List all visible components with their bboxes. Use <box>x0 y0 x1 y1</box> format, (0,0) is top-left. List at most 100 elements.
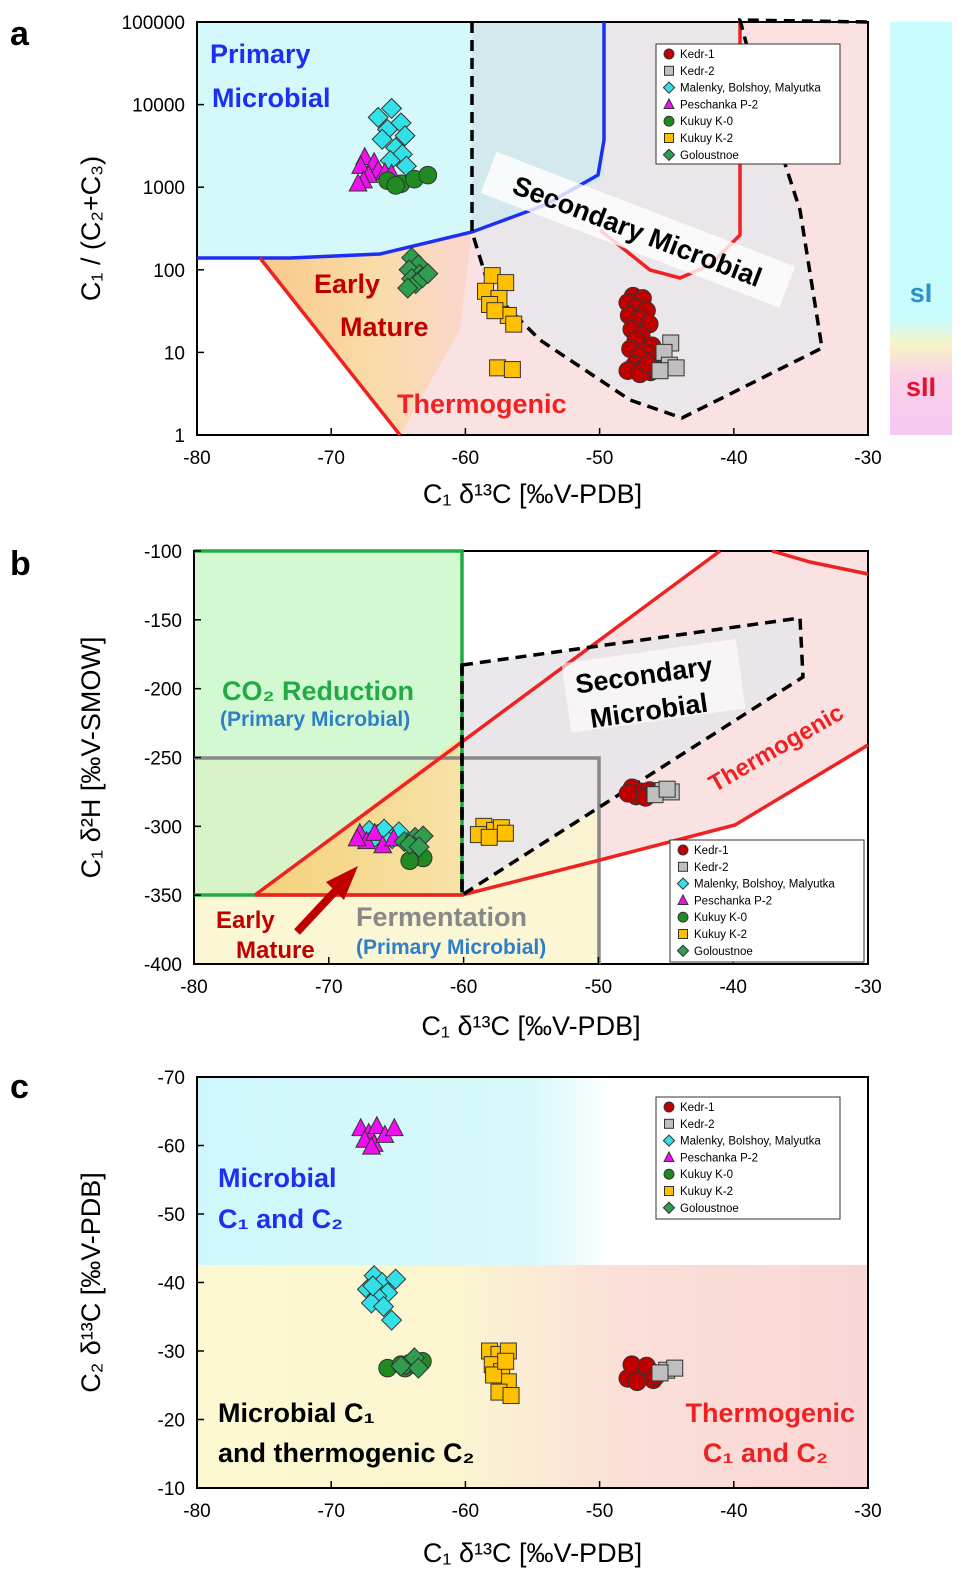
axes-a: -80 -70 -60 -50 -40 -30 1 10 100 1000 10000 100000 C… <box>76 13 882 509</box>
legend-label: Kukuy K-0 <box>680 116 733 128</box>
legend-marker <box>677 911 689 923</box>
y-tick-label: -40 <box>158 1274 185 1295</box>
data-point <box>667 359 685 377</box>
plot-frame-a <box>196 21 869 436</box>
y-tick-label: -150 <box>144 611 182 632</box>
data-point <box>380 97 403 120</box>
legend-marker <box>678 929 688 939</box>
legend-label: Malenky, Bolshoy, Malyutka <box>680 1136 821 1148</box>
data-point <box>480 828 498 846</box>
legend-label: Malenky, Bolshoy, Malyutka <box>680 83 821 95</box>
data-point <box>397 277 419 299</box>
x-tick-label: -40 <box>720 1501 747 1522</box>
data-point <box>365 822 385 841</box>
legend-marker <box>662 1134 676 1147</box>
panel-b: b CO₂ Reduction (Primary Microbial) Seco… <box>10 542 882 1041</box>
data-point <box>485 1366 503 1384</box>
x-axis-label: C₁ δ¹³C [‰V-PDB] <box>423 479 642 509</box>
fermentation-label: Fermentation <box>356 902 527 932</box>
y-tick-label: -350 <box>144 886 182 907</box>
panel-c: c Microbial C₁ and C₂ Microbial C₁ and t… <box>10 1068 882 1568</box>
points-a <box>348 97 685 384</box>
early-mature-arrow <box>294 866 358 935</box>
data-point <box>367 106 389 129</box>
points-c <box>351 1115 684 1405</box>
y-axis-label: C₁ / (C₂+C₃) <box>76 156 106 301</box>
data-point <box>351 155 371 174</box>
legend-marker <box>678 861 688 872</box>
legend-label: Goloustnoe <box>680 1203 739 1215</box>
legend-marker <box>662 148 676 162</box>
secondary-label-b-group: Secondary Microbial <box>561 639 746 734</box>
fermentation-boundary-b <box>194 756 601 964</box>
y-tick-label: -70 <box>158 1068 185 1089</box>
thermogenic-boundary-b1 <box>253 549 722 897</box>
mixed-label-c2: and thermogenic C₂ <box>218 1438 475 1468</box>
x-tick-label: -40 <box>719 977 746 998</box>
microbial-label-c2: C₁ and C₂ <box>218 1204 343 1234</box>
data-point <box>651 1364 669 1382</box>
data-point <box>497 1352 515 1370</box>
data-point <box>367 1115 387 1135</box>
y-tick-label: -50 <box>158 1205 185 1226</box>
x-tick-label: -50 <box>586 448 613 469</box>
data-point <box>505 315 523 333</box>
x-tick-label: -70 <box>317 448 344 469</box>
legend-marker <box>663 115 675 127</box>
data-point <box>618 783 638 803</box>
data-point <box>486 302 504 320</box>
data-point <box>489 359 507 377</box>
legend-label: Kukuy K-2 <box>680 133 733 145</box>
x-tick-label: -70 <box>315 977 342 998</box>
thermogenic-label-a: Thermogenic <box>397 389 567 419</box>
data-point <box>627 1372 647 1392</box>
thermogenic-boundary-b2 <box>255 743 869 897</box>
y-tick-label: -300 <box>144 817 182 838</box>
data-point <box>651 362 669 380</box>
x-tick-label: -30 <box>854 977 881 998</box>
y-tick-label: 100 <box>153 261 185 282</box>
legend-label: Kedr-2 <box>680 66 715 78</box>
legend-box <box>669 839 865 963</box>
co2-label: CO₂ Reduction <box>222 676 414 706</box>
points-b <box>347 778 680 871</box>
legend-label: Kedr-2 <box>694 862 729 874</box>
data-point <box>496 824 514 842</box>
y-tick-label: -60 <box>158 1137 185 1158</box>
early-label-line1: Early <box>314 269 380 299</box>
data-point <box>407 1357 430 1379</box>
y-tick-label: -30 <box>158 1342 185 1363</box>
y-tick-label: -20 <box>158 1411 185 1432</box>
y-tick-label: -250 <box>144 749 182 770</box>
data-point <box>394 125 416 147</box>
legend-label: Peschanka P-2 <box>680 1152 758 1164</box>
y-tick-label: 1000 <box>143 178 185 199</box>
mixed-region-c <box>197 1265 868 1488</box>
y-tick-label: 10 <box>164 343 185 364</box>
data-point <box>371 128 393 150</box>
early-label-b2: Mature <box>236 937 315 964</box>
x-axis-label: C₁ δ¹³C [‰V-PDB] <box>423 1538 642 1568</box>
y-tick-label: -10 <box>158 1479 185 1500</box>
panel-b-letter: b <box>10 545 31 583</box>
legend-marker <box>677 893 689 905</box>
side-bar <box>890 22 952 435</box>
y-tick-label: 10000 <box>132 96 185 117</box>
x-tick-label: -30 <box>854 1501 881 1522</box>
legend-marker <box>664 133 674 143</box>
legend-marker <box>676 944 690 958</box>
x-axis-label: C₁ δ¹³C [‰V-PDB] <box>421 1011 640 1041</box>
side-bar-upper-label: sI <box>910 278 933 308</box>
legend-marker <box>663 1101 675 1113</box>
x-tick-label: -80 <box>183 1501 210 1522</box>
thermogenic-upper-boundary-a <box>598 22 742 280</box>
data-point <box>372 1295 395 1318</box>
thermogenic-label-c2: C₁ and C₂ <box>703 1438 828 1468</box>
legend-marker <box>663 48 675 60</box>
x-tick-label: -60 <box>452 1501 479 1522</box>
x-tick-label: -80 <box>180 977 207 998</box>
legend-label: Kukuy K-0 <box>694 912 747 924</box>
data-point <box>666 1359 684 1377</box>
data-point <box>348 173 368 192</box>
